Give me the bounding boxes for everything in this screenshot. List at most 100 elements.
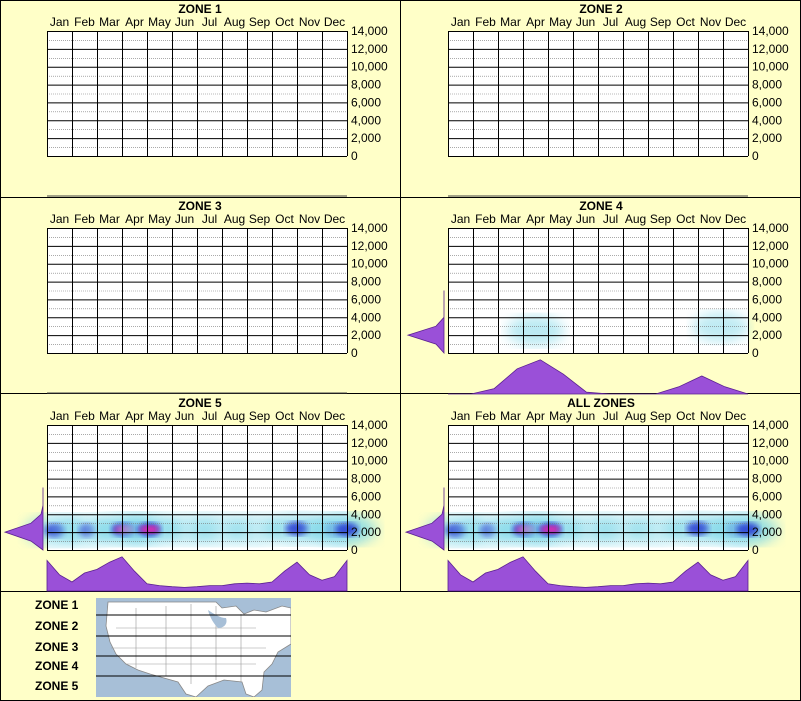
x-tick-label: Mar <box>500 15 521 29</box>
y-tick-label: 14,000 <box>351 418 388 432</box>
x-tick-label: Feb <box>475 212 496 226</box>
chart-title: ZONE 3 <box>178 199 222 213</box>
chart-title: ZONE 2 <box>579 2 623 16</box>
y-tick-label: 8,000 <box>752 472 782 486</box>
x-tick-label: Feb <box>475 409 496 423</box>
x-tick-label: Jul <box>603 212 618 226</box>
elevation-profile-area <box>404 487 445 551</box>
legend-label-zone-4: ZONE 4 <box>35 659 79 673</box>
x-tick-label: Jan <box>50 409 69 423</box>
y-tick-label: 6,000 <box>351 489 381 503</box>
x-tick-label: Feb <box>74 409 95 423</box>
x-tick-label: Nov <box>299 212 320 226</box>
x-tick-label: Mar <box>99 212 120 226</box>
y-tick-label: 4,000 <box>351 507 381 521</box>
month-profile-area <box>448 359 749 395</box>
x-tick-label: Jul <box>202 212 217 226</box>
month-profile-area <box>46 556 348 592</box>
zone-map <box>96 598 291 697</box>
x-tick-label: Aug <box>224 212 245 226</box>
x-tick-label: Oct <box>275 15 294 29</box>
y-tick-label: 4,000 <box>752 310 782 324</box>
y-tick-label: 0 <box>351 543 358 557</box>
x-tick-label: Dec <box>324 212 345 226</box>
chart-panel-5: ZONE 5 Jan Feb Mar Apr May Jun Jul Aug Sep Oct Nov D… <box>3 396 388 592</box>
x-tick-label: Jan <box>50 212 69 226</box>
x-tick-label: Sep <box>650 409 672 423</box>
y-tick-label: 12,000 <box>351 42 388 56</box>
y-tick-label: 14,000 <box>351 221 388 235</box>
x-tick-label: Aug <box>625 409 646 423</box>
chart-panel-2: ZONE 2 Jan Feb Mar Apr May Jun Jul Aug Sep Oct Nov D… <box>448 2 789 197</box>
heat-layer <box>506 312 749 346</box>
y-tick-label: 4,000 <box>351 113 381 127</box>
y-tick-label: 14,000 <box>752 221 789 235</box>
y-tick-label: 0 <box>351 346 358 360</box>
y-tick-label: 8,000 <box>351 78 381 92</box>
y-tick-label: 14,000 <box>351 24 388 38</box>
x-tick-label: Apr <box>526 409 545 423</box>
heat-hot <box>139 525 160 534</box>
map-state-lines <box>111 604 266 684</box>
y-tick-label: 2,000 <box>351 525 381 539</box>
chart-title: ZONE 4 <box>579 199 623 213</box>
y-tick-label: 12,000 <box>752 42 789 56</box>
x-tick-label: Aug <box>224 409 245 423</box>
x-tick-label: May <box>148 409 171 423</box>
chart-panel-6: ALL ZONES Jan Feb Mar Apr May Jun Jul Aug Sep Oct N… <box>404 396 789 592</box>
y-tick-label: 10,000 <box>351 454 388 468</box>
y-tick-label: 8,000 <box>351 275 381 289</box>
heat-core <box>479 523 497 538</box>
x-tick-label: Oct <box>275 409 294 423</box>
x-tick-label: Apr <box>125 409 144 423</box>
x-tick-label: Jul <box>202 409 217 423</box>
x-tick-label: Dec <box>324 409 345 423</box>
x-tick-label: Aug <box>625 212 646 226</box>
x-tick-label: Oct <box>676 409 695 423</box>
heat-glow <box>627 514 684 545</box>
map-land <box>105 601 291 697</box>
x-tick-label: Jul <box>603 409 618 423</box>
legend-label-zone-1: ZONE 1 <box>35 598 79 612</box>
y-tick-label: 2,000 <box>351 131 381 145</box>
y-tick-label: 6,000 <box>351 95 381 109</box>
x-tick-label: Nov <box>299 15 320 29</box>
x-tick-label: Nov <box>700 15 721 29</box>
x-tick-label: Aug <box>625 15 646 29</box>
y-tick-label: 2,000 <box>752 328 782 342</box>
y-tick-label: 0 <box>752 149 759 163</box>
y-tick-label: 4,000 <box>351 310 381 324</box>
x-tick-label: Feb <box>475 15 496 29</box>
elevation-profile-area <box>406 290 445 355</box>
y-tick-label: 0 <box>752 543 759 557</box>
y-tick-label: 12,000 <box>351 436 388 450</box>
x-tick-label: Apr <box>125 15 144 29</box>
x-tick-label: Sep <box>249 409 271 423</box>
x-tick-label: Oct <box>676 15 695 29</box>
y-tick-label: 14,000 <box>752 418 789 432</box>
y-tick-label: 2,000 <box>351 328 381 342</box>
y-tick-label: 12,000 <box>351 239 388 253</box>
x-tick-label: Aug <box>224 15 245 29</box>
x-tick-label: Dec <box>725 15 746 29</box>
x-tick-label: Jun <box>175 409 194 423</box>
x-tick-label: Dec <box>324 15 345 29</box>
x-tick-label: Nov <box>299 409 320 423</box>
legend-label-zone-3: ZONE 3 <box>35 640 79 654</box>
chart-panel-3: ZONE 3 Jan Feb Mar Apr May Jun Jul Aug Sep Oct Nov D… <box>47 199 388 394</box>
x-tick-label: Sep <box>249 15 271 29</box>
y-tick-label: 10,000 <box>752 454 789 468</box>
x-tick-label: Oct <box>275 212 294 226</box>
y-tick-label: 8,000 <box>351 472 381 486</box>
x-tick-label: Jun <box>576 409 595 423</box>
x-tick-label: May <box>148 15 171 29</box>
chart-title: ZONE 5 <box>178 396 222 410</box>
x-tick-label: Nov <box>700 409 721 423</box>
legend-label-zone-2: ZONE 2 <box>35 619 79 633</box>
y-tick-label: 2,000 <box>752 131 782 145</box>
x-tick-label: Apr <box>526 15 545 29</box>
legend-label-zone-5: ZONE 5 <box>35 679 79 693</box>
x-tick-label: Jul <box>202 15 217 29</box>
y-tick-label: 14,000 <box>752 24 789 38</box>
